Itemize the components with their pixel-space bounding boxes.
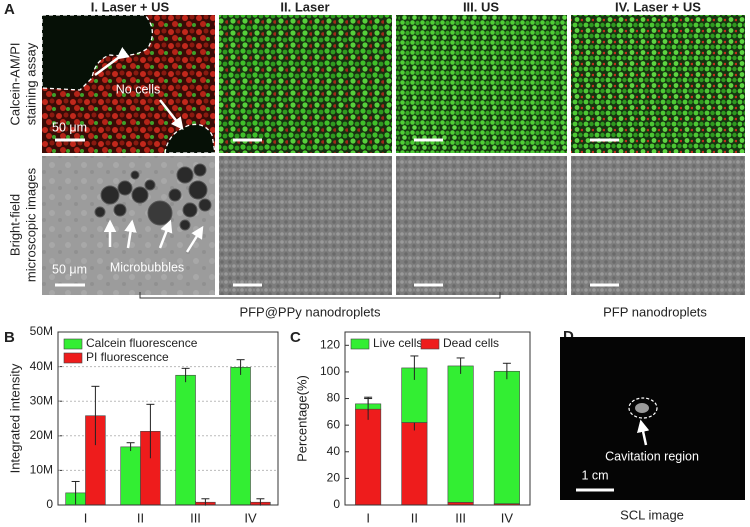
y-tick-label: 100 <box>320 364 340 378</box>
row-label: Calcein-AM/PI <box>7 42 22 125</box>
x-tick-label: IV <box>244 510 257 525</box>
bar <box>230 366 251 506</box>
panel-label: B <box>4 329 15 346</box>
y-tick-label: 40M <box>30 359 53 373</box>
y-tick-label: 30M <box>30 393 53 407</box>
annotation: No cells <box>116 82 160 96</box>
row-label: Bright-field <box>7 194 22 256</box>
x-tick-label: I <box>84 510 88 525</box>
legend-label: Calcein fluorescence <box>86 336 198 350</box>
y-axis-label: Integrated intensity <box>7 363 22 473</box>
bar-segment <box>355 408 382 506</box>
annotation: Microbubbles <box>110 260 184 274</box>
y-tick-label: 120 <box>320 337 340 351</box>
plot-frame <box>344 331 531 506</box>
row-label: staining assay <box>23 42 38 125</box>
legend-label: Live cells <box>373 336 422 350</box>
x-tick-label: I <box>366 510 370 525</box>
column-header: IV. Laser + US <box>615 0 701 14</box>
x-tick-label: IV <box>501 510 514 525</box>
plot-frame <box>57 331 279 506</box>
column-header: II. Laser <box>280 0 329 14</box>
y-tick-label: 0 <box>333 497 340 511</box>
bar-segment <box>447 365 474 503</box>
y-tick-label: 50M <box>30 324 53 338</box>
y-axis-title: Percentage(%) <box>294 375 309 462</box>
annotation: Cavitation region <box>605 449 699 463</box>
column-header: I. Laser + US <box>91 0 170 14</box>
bar-segment <box>493 370 520 504</box>
y-tick-label: 80 <box>327 391 341 405</box>
brightfield-images <box>42 138 745 295</box>
group-bracket <box>139 292 501 299</box>
scl-image <box>560 337 745 500</box>
bar <box>120 446 141 506</box>
bar-segment <box>401 422 428 506</box>
group-label: PFP@PPy nanodroplets <box>239 304 381 319</box>
scale-label: 1 cm <box>581 468 608 482</box>
panel-label: A <box>4 1 15 18</box>
y-tick-label: 10M <box>30 463 53 477</box>
legend-swatch <box>420 338 440 350</box>
group-label: PFP nanodroplets <box>603 304 707 319</box>
legend-swatch <box>350 338 370 350</box>
scale-label: 50 μm <box>52 262 87 276</box>
legend-label: Dead cells <box>443 336 499 350</box>
y-axis-label: Percentage(%) <box>294 375 309 462</box>
panel-label: C <box>290 329 301 346</box>
y-tick-label: 60 <box>327 417 341 431</box>
y-tick-label: 0 <box>46 497 53 511</box>
row-label: microscopic images <box>23 167 38 282</box>
y-tick-label: 20 <box>327 471 341 485</box>
y-tick-label: 20M <box>30 428 53 442</box>
x-tick-label: II <box>137 510 144 525</box>
fluorescence-images <box>41 14 745 154</box>
y-axis-title: Integrated intensity <box>7 363 22 473</box>
column-header: III. US <box>463 0 499 14</box>
scale-label: 50 μm <box>52 120 87 134</box>
panel-label: D <box>563 328 574 345</box>
legend-swatch <box>63 352 83 364</box>
x-tick-label: II <box>411 510 418 525</box>
bar <box>175 374 196 506</box>
x-tick-label: III <box>190 510 201 525</box>
y-tick-label: 40 <box>327 444 341 458</box>
legend-label: PI fluorescence <box>86 350 169 364</box>
legend-swatch <box>63 338 83 350</box>
caption: SCL image <box>620 507 684 522</box>
x-tick-label: III <box>455 510 466 525</box>
